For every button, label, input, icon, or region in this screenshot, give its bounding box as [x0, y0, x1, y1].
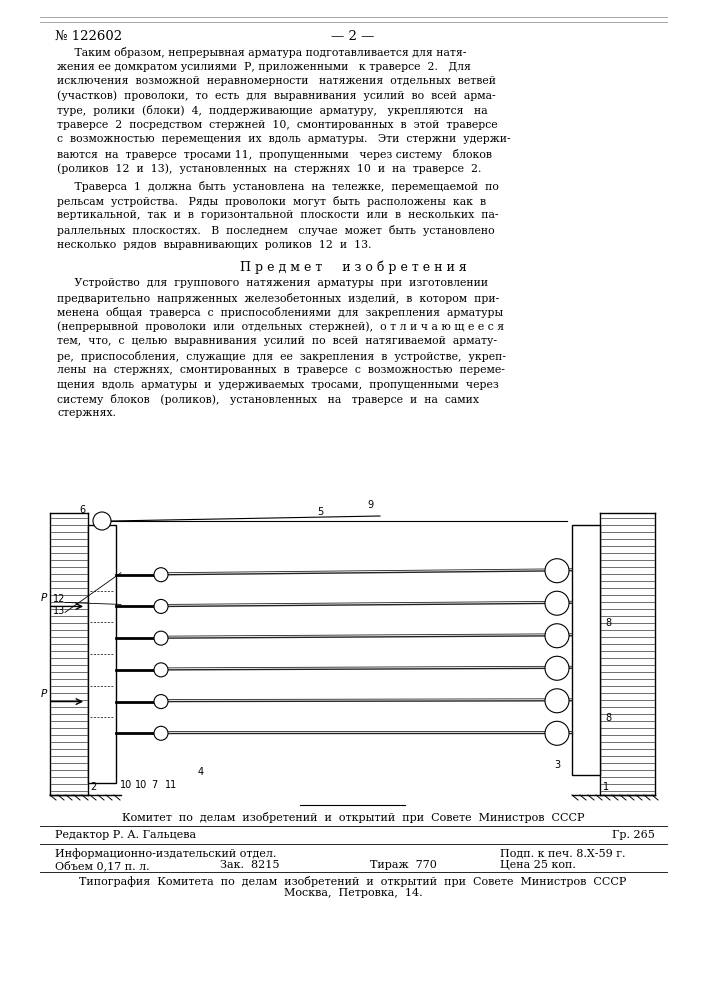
Text: раллельных  плоскостях.   В  последнем   случае  может  быть  установлено: раллельных плоскостях. В последнем случа…	[57, 225, 495, 236]
Circle shape	[154, 599, 168, 613]
Text: 7: 7	[151, 780, 157, 790]
Text: жения ее домкратом усилиями  Р, приложенными   к траверсе  2.   Для: жения ее домкратом усилиями Р, приложенн…	[57, 62, 471, 72]
Circle shape	[154, 568, 168, 582]
Text: Комитет  по  делам  изобретений  и  открытий  при  Совете  Министров  СССР: Комитет по делам изобретений и открытий …	[122, 812, 584, 823]
Bar	[50, 513, 655, 795]
Text: щения  вдоль  арматуры  и  удерживаемых  тросами,  пропущенными  через: щения вдоль арматуры и удерживаемых трос…	[57, 379, 498, 389]
Text: с  возможностью  перемещения  их  вдоль  арматуры.   Эти  стержни  удержи-: с возможностью перемещения их вдоль арма…	[57, 134, 510, 144]
Text: Информационно-издательский отдел.: Информационно-издательский отдел.	[55, 848, 276, 859]
Bar	[88, 525, 116, 783]
Circle shape	[545, 721, 569, 745]
Text: 12: 12	[53, 594, 65, 604]
Text: 13: 13	[53, 606, 65, 616]
Text: Типография  Комитета  по  делам  изобретений  и  открытий  при  Совете  Министро: Типография Комитета по делам изобретений…	[79, 876, 626, 887]
Text: 5: 5	[317, 507, 323, 517]
Text: Траверса  1  должна  быть  установлена  на  тележке,  перемещаемой  по: Траверса 1 должна быть установлена на те…	[57, 182, 499, 192]
Text: Тираж  770: Тираж 770	[370, 860, 437, 870]
Text: траверсе  2  посредством  стержней  10,  смонтированных  в  этой  траверсе: траверсе 2 посредством стержней 10, смон…	[57, 119, 498, 129]
Text: 11: 11	[165, 780, 177, 790]
Text: 2: 2	[90, 782, 96, 792]
Text: рельсам  устройства.   Ряды  проволоки  могут  быть  расположены  как  в: рельсам устройства. Ряды проволоки могут…	[57, 196, 486, 207]
Text: несколько  рядов  выравнивающих  роликов  12  и  13.: несколько рядов выравнивающих роликов 12…	[57, 239, 371, 249]
Circle shape	[154, 726, 168, 740]
Text: стержнях.: стержнях.	[57, 408, 116, 418]
Text: Объем 0,17 п. л.: Объем 0,17 п. л.	[55, 860, 150, 871]
Circle shape	[154, 663, 168, 677]
Text: Цена 25 коп.: Цена 25 коп.	[500, 860, 576, 870]
Text: ваются  на  траверсе  тросами 11,  пропущенными   через систему   блоков: ваются на траверсе тросами 11, пропущенн…	[57, 148, 492, 159]
Text: № 122602: № 122602	[55, 30, 122, 43]
Text: — 2 —: — 2 —	[332, 30, 375, 43]
Circle shape	[93, 512, 111, 530]
Text: (роликов  12  и  13),  установленных  на  стержнях  10  и  на  траверсе  2.: (роликов 12 и 13), установленных на стер…	[57, 163, 481, 174]
Text: Подп. к печ. 8.Х-59 г.: Подп. к печ. 8.Х-59 г.	[500, 848, 626, 858]
Text: Гр. 265: Гр. 265	[612, 830, 655, 840]
Text: 10: 10	[120, 780, 132, 790]
Circle shape	[545, 689, 569, 713]
Circle shape	[545, 591, 569, 615]
Text: Таким образом, непрерывная арматура подготавливается для натя-: Таким образом, непрерывная арматура подг…	[57, 47, 467, 58]
Text: ре,  приспособления,  служащие  для  ее  закрепления  в  устройстве,  укреп-: ре, приспособления, служащие для ее закр…	[57, 351, 506, 361]
Circle shape	[154, 695, 168, 709]
Text: систему  блоков   (роликов),   установленных   на   траверсе  и  на  самих: систему блоков (роликов), установленных …	[57, 394, 479, 405]
Text: P: P	[41, 593, 47, 603]
Text: 10: 10	[135, 780, 147, 790]
Circle shape	[545, 656, 569, 680]
Circle shape	[545, 624, 569, 648]
Bar	[572, 525, 600, 775]
Text: 8: 8	[605, 713, 611, 723]
Text: менена  общая  траверса  с  приспособлениями  для  закрепления  арматуры: менена общая траверса с приспособлениями…	[57, 307, 503, 318]
Text: вертикальной,  так  и  в  горизонтальной  плоскости  или  в  нескольких  па-: вертикальной, так и в горизонтальной пло…	[57, 211, 498, 221]
Text: P: P	[41, 689, 47, 699]
Text: 1: 1	[603, 782, 609, 792]
Circle shape	[545, 559, 569, 583]
Text: тем,  что,  с  целью  выравнивания  усилий  по  всей  натягиваемой  армату-: тем, что, с целью выравнивания усилий по…	[57, 336, 497, 346]
Text: (непрерывной  проволоки  или  отдельных  стержней),  о т л и ч а ю щ е е с я: (непрерывной проволоки или отдельных сте…	[57, 322, 504, 332]
Text: 8: 8	[605, 618, 611, 628]
Text: исключения  возможной  неравномерности   натяжения  отдельных  ветвей: исключения возможной неравномерности нат…	[57, 76, 496, 86]
Text: Редактор Р. А. Гальцева: Редактор Р. А. Гальцева	[55, 830, 196, 840]
Text: Устройство  для  группового  натяжения  арматуры  при  изготовлении: Устройство для группового натяжения арма…	[57, 278, 488, 288]
Text: Москва,  Петровка,  14.: Москва, Петровка, 14.	[284, 888, 422, 898]
Text: 9: 9	[367, 500, 373, 510]
Text: Зак.  8215: Зак. 8215	[220, 860, 279, 870]
Text: предварительно  напряженных  железобетонных  изделий,  в  котором  при-: предварительно напряженных железобетонны…	[57, 292, 499, 304]
Text: (участков)  проволоки,  то  есть  для  выравнивания  усилий  во  всей  арма-: (участков) проволоки, то есть для выравн…	[57, 91, 496, 101]
Text: 6: 6	[80, 505, 86, 515]
Text: 4: 4	[198, 767, 204, 777]
Text: туре,  ролики  (блоки)  4,  поддерживающие  арматуру,   укрепляются   на: туре, ролики (блоки) 4, поддерживающие а…	[57, 105, 488, 116]
Text: П р е д м е т     и з о б р е т е н и я: П р е д м е т и з о б р е т е н и я	[240, 260, 467, 273]
Text: 3: 3	[554, 760, 560, 770]
Circle shape	[154, 631, 168, 645]
Text: лены  на  стержнях,  смонтированных  в  траверсе  с  возможностью  переме-: лены на стержнях, смонтированных в траве…	[57, 365, 505, 375]
